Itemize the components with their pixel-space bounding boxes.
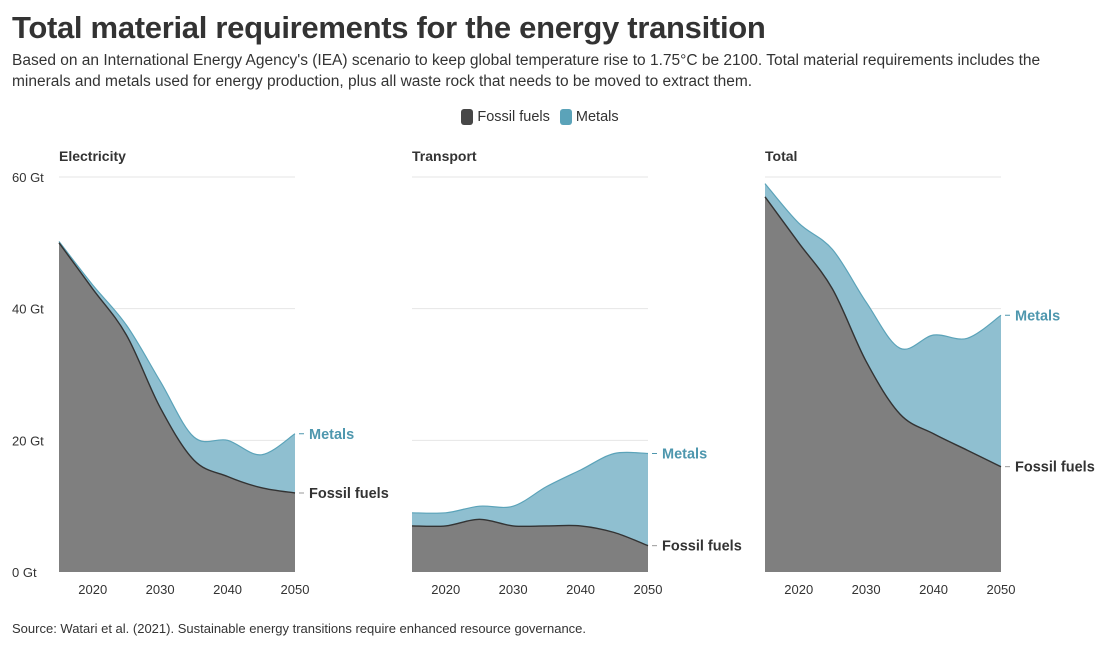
- panel-title: Electricity: [59, 148, 126, 164]
- legend: Fossil fuels Metals: [0, 109, 1080, 125]
- line-metals: [58, 241, 296, 456]
- legend-label-metals: Metals: [575, 109, 619, 125]
- x-tick-label: 2030: [852, 582, 881, 597]
- x-tick-label: 2050: [634, 582, 663, 597]
- end-label-metals: Metals: [662, 447, 707, 463]
- area-metals: [59, 241, 295, 493]
- y-tick-label: 60 Gt: [12, 170, 44, 185]
- legend-swatch-fossil-fuels: [461, 109, 474, 125]
- line-metals: [764, 183, 1002, 350]
- x-tick-label: 2020: [784, 582, 813, 597]
- x-tick-label: 2050: [987, 582, 1016, 597]
- area-metals: [412, 452, 648, 546]
- area-metals: [765, 183, 1001, 467]
- area-fossil-fuels: [412, 519, 648, 572]
- legend-swatch-metals: [559, 109, 572, 125]
- panel-electricity: Electricity 0 Gt 20 Gt 40 Gt 60 Gt 2020 2030 20…: [12, 148, 389, 597]
- area-fossil-fuels: [59, 242, 295, 573]
- panel-transport: Transport 2020 2030 2040 2050 Fossil fuels Met…: [411, 148, 742, 597]
- x-tick-label: 2020: [431, 582, 460, 597]
- panel-total: Total 2020 2030 2040 2050 Fossil fuels Metals: [764, 148, 1095, 597]
- y-tick-label: 40 Gt: [12, 302, 44, 317]
- line-fossil-fuels: [411, 518, 649, 547]
- line-fossil-fuels: [764, 196, 1002, 468]
- end-label-metals: Metals: [1015, 308, 1060, 324]
- end-label-fossil-fuels: Fossil fuels: [662, 539, 742, 555]
- line-metals: [411, 451, 649, 514]
- x-tick-label: 2040: [919, 582, 948, 597]
- y-tick-label: 20 Gt: [12, 433, 44, 448]
- end-label-metals: Metals: [309, 427, 354, 443]
- x-tick-label: 2030: [499, 582, 528, 597]
- panel-title: Total: [765, 148, 797, 164]
- legend-item-metals[interactable]: Metals: [559, 109, 619, 125]
- end-label-fossil-fuels: Fossil fuels: [309, 486, 389, 502]
- x-tick-label: 2030: [146, 582, 175, 597]
- panel-title: Transport: [412, 148, 477, 164]
- x-tick-label: 2040: [213, 582, 242, 597]
- x-tick-label: 2020: [78, 582, 107, 597]
- chart-title: Total material requirements for the ener…: [12, 10, 766, 45]
- end-label-fossil-fuels: Fossil fuels: [1015, 460, 1095, 476]
- x-tick-label: 2040: [566, 582, 595, 597]
- area-fossil-fuels: [765, 196, 1001, 573]
- chart-subtitle: Based on an International Energy Agency'…: [12, 52, 1041, 90]
- source-note: Source: Watari et al. (2021). Sustainabl…: [12, 621, 587, 636]
- line-fossil-fuels: [58, 242, 296, 494]
- legend-label-fossil-fuels: Fossil fuels: [477, 109, 550, 125]
- legend-item-fossil-fuels[interactable]: Fossil fuels: [461, 109, 550, 125]
- y-tick-label: 0 Gt: [12, 565, 37, 580]
- x-tick-label: 2050: [281, 582, 310, 597]
